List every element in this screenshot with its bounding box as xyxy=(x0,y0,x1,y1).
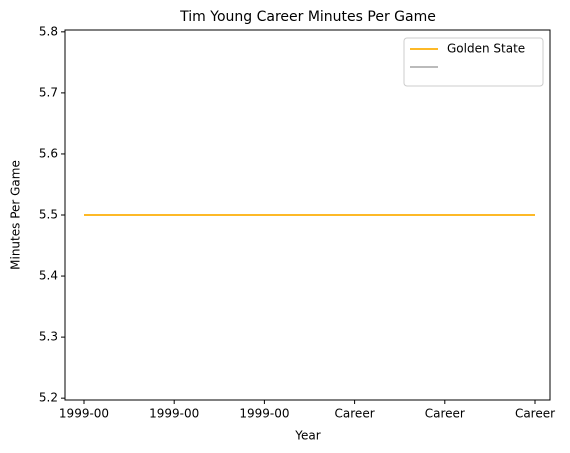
x-tick-label: 1999-00 xyxy=(239,407,289,421)
chart-title: Tim Young Career Minutes Per Game xyxy=(179,9,436,25)
y-tick-label: 5.4 xyxy=(39,269,58,283)
y-tick-label: 5.3 xyxy=(39,330,58,344)
y-tick-label: 5.2 xyxy=(39,391,58,405)
y-tick-label: 5.8 xyxy=(39,24,58,38)
x-tick-label: Career xyxy=(515,407,555,421)
x-tick-label: 1999-00 xyxy=(149,407,199,421)
x-tick-label: Career xyxy=(335,407,375,421)
y-tick-label: 5.6 xyxy=(39,146,58,160)
legend-label: Golden State xyxy=(447,42,525,56)
x-tick-label: Career xyxy=(425,407,465,421)
plot-frame xyxy=(64,29,551,401)
x-axis-label: Year xyxy=(294,429,320,443)
y-axis-label: Minutes Per Game xyxy=(9,160,23,270)
y-tick-label: 5.7 xyxy=(39,85,58,99)
y-tick-label: 5.5 xyxy=(39,208,58,222)
x-tick-label: 1999-00 xyxy=(59,407,109,421)
legend-box xyxy=(403,37,544,87)
